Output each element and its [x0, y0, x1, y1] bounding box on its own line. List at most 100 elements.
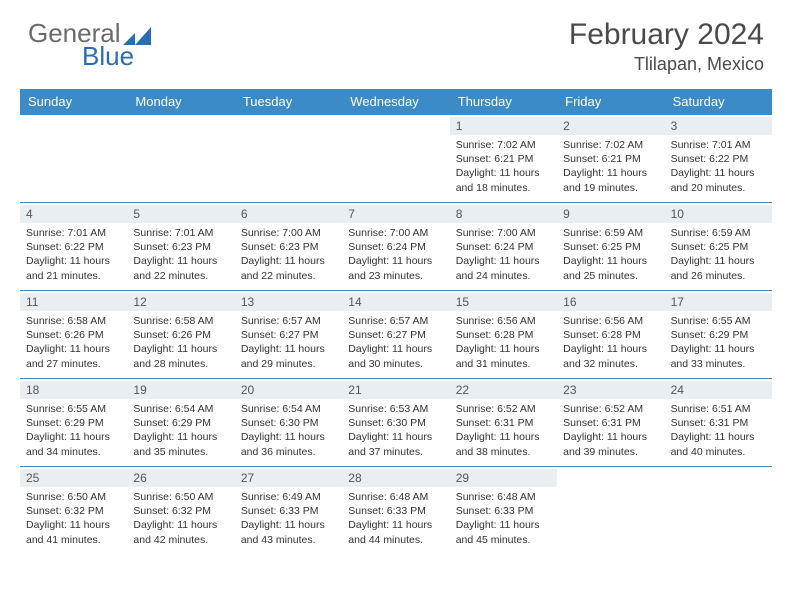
day-number: 9 [557, 205, 664, 223]
day-number: 13 [235, 293, 342, 311]
day-cell-22: 22Sunrise: 6:52 AMSunset: 6:31 PMDayligh… [450, 378, 557, 466]
day-number: 18 [20, 381, 127, 399]
sunset-text: Sunset: 6:23 PM [133, 240, 228, 254]
day-number: 21 [342, 381, 449, 399]
daylight-text: Daylight: 11 hours and 26 minutes. [671, 254, 766, 282]
day-number: 29 [450, 469, 557, 487]
week-row: 4Sunrise: 7:01 AMSunset: 6:22 PMDaylight… [20, 202, 772, 290]
empty-cell [557, 466, 664, 554]
daylight-text: Daylight: 11 hours and 43 minutes. [241, 518, 336, 546]
day-cell-1: 1Sunrise: 7:02 AMSunset: 6:21 PMDaylight… [450, 114, 557, 202]
daylight-text: Daylight: 11 hours and 28 minutes. [133, 342, 228, 370]
day-cell-9: 9Sunrise: 6:59 AMSunset: 6:25 PMDaylight… [557, 202, 664, 290]
daylight-text: Daylight: 11 hours and 23 minutes. [348, 254, 443, 282]
sunrise-text: Sunrise: 6:53 AM [348, 402, 443, 416]
daylight-text: Daylight: 11 hours and 19 minutes. [563, 166, 658, 194]
day-cell-20: 20Sunrise: 6:54 AMSunset: 6:30 PMDayligh… [235, 378, 342, 466]
day-cell-12: 12Sunrise: 6:58 AMSunset: 6:26 PMDayligh… [127, 290, 234, 378]
day-cell-5: 5Sunrise: 7:01 AMSunset: 6:23 PMDaylight… [127, 202, 234, 290]
sunset-text: Sunset: 6:23 PM [241, 240, 336, 254]
day-number: 1 [450, 117, 557, 135]
sunrise-text: Sunrise: 6:48 AM [456, 490, 551, 504]
sunrise-text: Sunrise: 7:00 AM [456, 226, 551, 240]
day-cell-11: 11 Sunrise: 6:58 AMSunset: 6:26 PMDayligh… [20, 290, 127, 378]
sunset-text: Sunset: 6:24 PM [348, 240, 443, 254]
sunset-text: Sunset: 6:25 PM [563, 240, 658, 254]
daylight-text: Daylight: 11 hours and 27 minutes. [26, 342, 121, 370]
day-number: 11 [20, 293, 127, 311]
sunset-text: Sunset: 6:33 PM [348, 504, 443, 518]
day-cell-15: 15Sunrise: 6:56 AMSunset: 6:28 PMDayligh… [450, 290, 557, 378]
day-cell-21: 21 Sunrise: 6:53 AMSunset: 6:30 PMDayligh… [342, 378, 449, 466]
location-text: Tlilapan, Mexico [569, 54, 764, 75]
sunrise-text: Sunrise: 6:59 AM [671, 226, 766, 240]
day-cell-19: 19Sunrise: 6:54 AMSunset: 6:29 PMDayligh… [127, 378, 234, 466]
page-title: February 2024 [569, 18, 764, 52]
calendar: SundayMondayTuesdayWednesdayThursdayFrid… [0, 83, 792, 554]
sunrise-text: Sunrise: 6:58 AM [26, 314, 121, 328]
weekday-header-thursday: Thursday [450, 89, 557, 114]
sunrise-text: Sunrise: 6:54 AM [241, 402, 336, 416]
day-number: 14 [342, 293, 449, 311]
sunrise-text: Sunrise: 7:02 AM [456, 138, 551, 152]
day-number: 8 [450, 205, 557, 223]
daylight-text: Daylight: 11 hours and 34 minutes. [26, 430, 121, 458]
sunrise-text: Sunrise: 6:57 AM [241, 314, 336, 328]
day-cell-28: 28Sunrise: 6:48 AMSunset: 6:33 PMDayligh… [342, 466, 449, 554]
day-cell-10: 10Sunrise: 6:59 AMSunset: 6:25 PMDayligh… [665, 202, 772, 290]
day-cell-13: 13Sunrise: 6:57 AMSunset: 6:27 PMDayligh… [235, 290, 342, 378]
sunset-text: Sunset: 6:29 PM [671, 328, 766, 342]
day-number: 19 [127, 381, 234, 399]
sunrise-text: Sunrise: 6:52 AM [563, 402, 658, 416]
weekday-header-tuesday: Tuesday [235, 89, 342, 114]
daylight-text: Daylight: 11 hours and 31 minutes. [456, 342, 551, 370]
daylight-text: Daylight: 11 hours and 45 minutes. [456, 518, 551, 546]
sunset-text: Sunset: 6:21 PM [563, 152, 658, 166]
day-cell-3: 3Sunrise: 7:01 AMSunset: 6:22 PMDaylight… [665, 114, 772, 202]
sunrise-text: Sunrise: 7:00 AM [348, 226, 443, 240]
sunrise-text: Sunrise: 6:58 AM [133, 314, 228, 328]
day-cell-27: 27Sunrise: 6:49 AMSunset: 6:33 PMDayligh… [235, 466, 342, 554]
day-number: 6 [235, 205, 342, 223]
week-row: 18Sunrise: 6:55 AMSunset: 6:29 PMDayligh… [20, 378, 772, 466]
daylight-text: Daylight: 11 hours and 42 minutes. [133, 518, 228, 546]
daylight-text: Daylight: 11 hours and 37 minutes. [348, 430, 443, 458]
sunset-text: Sunset: 6:26 PM [133, 328, 228, 342]
empty-cell [127, 114, 234, 202]
day-cell-8: 8Sunrise: 7:00 AMSunset: 6:24 PMDaylight… [450, 202, 557, 290]
sunset-text: Sunset: 6:22 PM [671, 152, 766, 166]
empty-cell [235, 114, 342, 202]
sunset-text: Sunset: 6:29 PM [133, 416, 228, 430]
day-cell-2: 2Sunrise: 7:02 AMSunset: 6:21 PMDaylight… [557, 114, 664, 202]
day-number: 25 [20, 469, 127, 487]
day-number: 26 [127, 469, 234, 487]
day-cell-18: 18Sunrise: 6:55 AMSunset: 6:29 PMDayligh… [20, 378, 127, 466]
sunrise-text: Sunrise: 6:52 AM [456, 402, 551, 416]
day-cell-17: 17Sunrise: 6:55 AMSunset: 6:29 PMDayligh… [665, 290, 772, 378]
sunset-text: Sunset: 6:33 PM [456, 504, 551, 518]
empty-cell [665, 466, 772, 554]
day-cell-26: 26Sunrise: 6:50 AMSunset: 6:32 PMDayligh… [127, 466, 234, 554]
sunset-text: Sunset: 6:25 PM [671, 240, 766, 254]
sunset-text: Sunset: 6:26 PM [26, 328, 121, 342]
day-number: 4 [20, 205, 127, 223]
daylight-text: Daylight: 11 hours and 22 minutes. [241, 254, 336, 282]
day-number: 7 [342, 205, 449, 223]
week-row: 1Sunrise: 7:02 AMSunset: 6:21 PMDaylight… [20, 114, 772, 202]
daylight-text: Daylight: 11 hours and 40 minutes. [671, 430, 766, 458]
day-number: 28 [342, 469, 449, 487]
sunset-text: Sunset: 6:21 PM [456, 152, 551, 166]
day-number: 16 [557, 293, 664, 311]
sunrise-text: Sunrise: 6:48 AM [348, 490, 443, 504]
weekday-header-sunday: Sunday [20, 89, 127, 114]
sunset-text: Sunset: 6:30 PM [348, 416, 443, 430]
logo-text-blue: Blue [82, 41, 134, 72]
daylight-text: Daylight: 11 hours and 30 minutes. [348, 342, 443, 370]
daylight-text: Daylight: 11 hours and 36 minutes. [241, 430, 336, 458]
sunrise-text: Sunrise: 7:02 AM [563, 138, 658, 152]
header: GeneralBlue February 2024 Tlilapan, Mexi… [0, 0, 792, 83]
sunset-text: Sunset: 6:32 PM [133, 504, 228, 518]
sunset-text: Sunset: 6:29 PM [26, 416, 121, 430]
day-number: 27 [235, 469, 342, 487]
day-number: 15 [450, 293, 557, 311]
